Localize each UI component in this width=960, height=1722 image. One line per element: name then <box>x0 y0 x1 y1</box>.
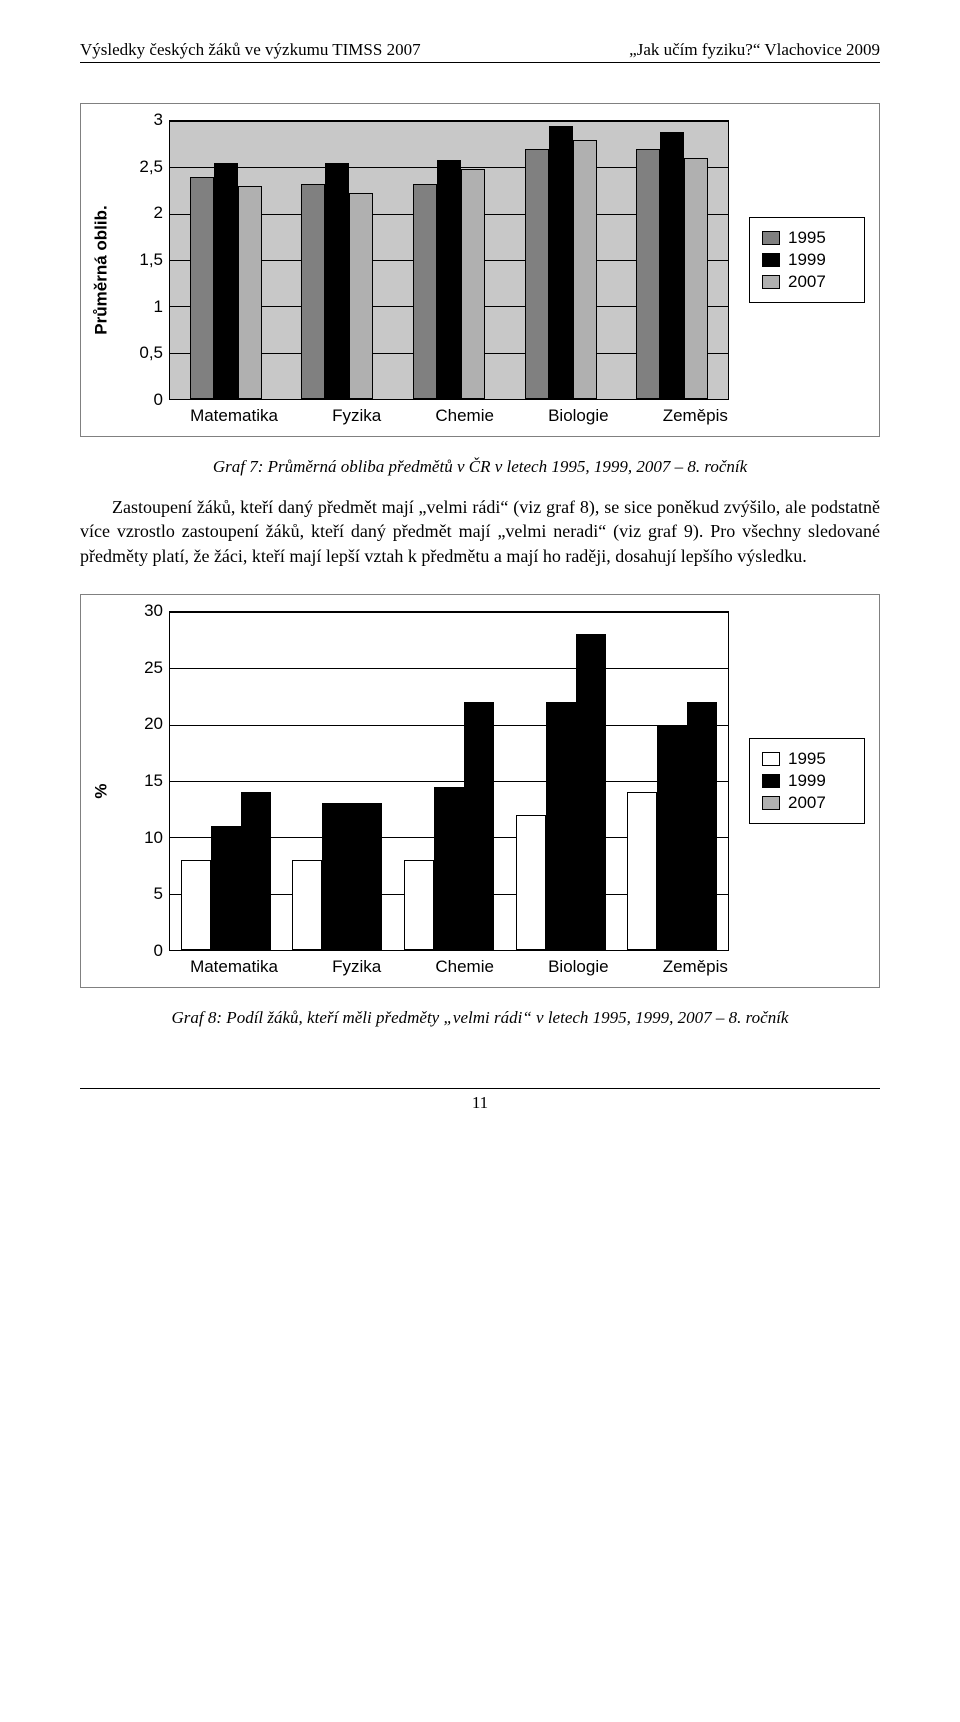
chart1-legend: 199519992007 <box>749 217 865 303</box>
bar-group <box>413 121 485 399</box>
legend-item: 1995 <box>762 749 852 769</box>
legend-item: 2007 <box>762 793 852 813</box>
bar <box>413 184 437 399</box>
bar-group <box>190 121 262 399</box>
bar <box>349 193 373 399</box>
xtick-label: Matematika <box>190 957 278 977</box>
legend-swatch <box>762 231 780 245</box>
bar <box>301 184 325 399</box>
chart1-plot-area <box>169 120 729 400</box>
bar <box>211 826 241 950</box>
bar <box>546 702 576 950</box>
legend-item: 1999 <box>762 771 852 791</box>
chart2-ylabel: % <box>81 595 123 987</box>
xtick-label: Zeměpis <box>663 957 728 977</box>
bar <box>322 803 352 949</box>
page-footer: 11 <box>80 1088 880 1113</box>
chart-oblibenost: Průměrná oblib. 32,521,510,50 1995199920… <box>80 103 880 437</box>
chart1-yticks: 32,521,510,50 <box>123 120 169 400</box>
bar-group <box>301 121 373 399</box>
chart2-legend: 199519992007 <box>749 738 865 824</box>
bar-group <box>636 121 708 399</box>
bars-layer <box>170 612 728 950</box>
header-left: Výsledky českých žáků ve výzkumu TIMSS 2… <box>80 40 421 60</box>
bar <box>660 132 684 399</box>
legend-swatch <box>762 253 780 267</box>
bar <box>238 186 262 399</box>
bar <box>576 634 606 949</box>
bars-layer <box>170 121 728 399</box>
grid-line <box>170 950 728 951</box>
legend-label: 2007 <box>788 272 826 292</box>
chart-velmi-radi: % 302520151050 199519992007 Matematika Fy… <box>80 594 880 988</box>
bar <box>573 140 597 399</box>
legend-label: 1999 <box>788 771 826 791</box>
bar <box>352 803 382 949</box>
bar <box>627 792 657 950</box>
grid-line <box>170 399 728 400</box>
bar-group <box>404 612 494 950</box>
legend-item: 2007 <box>762 272 852 292</box>
xtick-label: Matematika <box>190 406 278 426</box>
bar <box>437 160 461 399</box>
bar <box>404 860 434 950</box>
body-paragraph: Zastoupení žáků, kteří daný předmět mají… <box>80 495 880 568</box>
bar <box>461 169 485 399</box>
xtick-label: Chemie <box>435 406 494 426</box>
chart2-plot-area <box>169 611 729 951</box>
legend-label: 1995 <box>788 749 826 769</box>
bar-group <box>525 121 597 399</box>
chart2-yticks: 302520151050 <box>123 611 169 951</box>
legend-swatch <box>762 275 780 289</box>
bar <box>214 163 238 399</box>
bar-group <box>181 612 271 950</box>
caption-graf8: Graf 8: Podíl žáků, kteří měli předměty … <box>80 1008 880 1028</box>
legend-swatch <box>762 774 780 788</box>
bar <box>684 158 708 399</box>
bar <box>292 860 322 950</box>
xtick-label: Zeměpis <box>663 406 728 426</box>
xtick-label: Fyzika <box>332 406 381 426</box>
legend-swatch <box>762 752 780 766</box>
xtick-label: Biologie <box>548 406 609 426</box>
xtick-label: Fyzika <box>332 957 381 977</box>
page-header: Výsledky českých žáků ve výzkumu TIMSS 2… <box>80 40 880 63</box>
legend-label: 1995 <box>788 228 826 248</box>
bar <box>549 126 573 399</box>
bar <box>516 815 546 950</box>
bar <box>657 725 687 950</box>
bar-group <box>516 612 606 950</box>
legend-item: 1999 <box>762 250 852 270</box>
bar <box>687 702 717 950</box>
legend-item: 1995 <box>762 228 852 248</box>
bar <box>325 163 349 399</box>
bar <box>190 177 214 399</box>
legend-label: 2007 <box>788 793 826 813</box>
xtick-label: Biologie <box>548 957 609 977</box>
bar <box>181 860 211 950</box>
chart1-xticks: Matematika Fyzika Chemie Biologie Zeměpis <box>163 406 755 426</box>
bar <box>434 787 464 950</box>
bar-group <box>292 612 382 950</box>
page-number: 11 <box>472 1093 488 1112</box>
header-right: „Jak učím fyziku?“ Vlachovice 2009 <box>629 40 880 60</box>
bar <box>464 702 494 950</box>
legend-swatch <box>762 796 780 810</box>
bar <box>525 149 549 399</box>
bar <box>636 149 660 399</box>
bar-group <box>627 612 717 950</box>
chart1-ylabel: Průměrná oblib. <box>81 104 123 436</box>
legend-label: 1999 <box>788 250 826 270</box>
chart2-xticks: Matematika Fyzika Chemie Biologie Zeměpis <box>163 957 755 977</box>
bar <box>241 792 271 950</box>
caption-graf7: Graf 7: Průměrná obliba předmětů v ČR v … <box>80 457 880 477</box>
xtick-label: Chemie <box>435 957 494 977</box>
